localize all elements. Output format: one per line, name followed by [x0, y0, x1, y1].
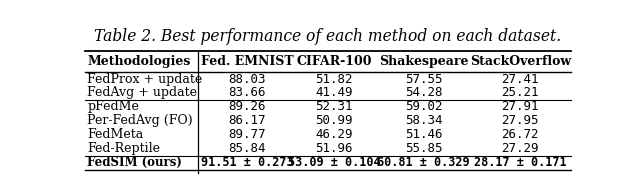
Text: 25.21: 25.21: [502, 87, 539, 100]
Text: Table 2. Best performance of each method on each dataset.: Table 2. Best performance of each method…: [95, 28, 561, 45]
Text: 54.28: 54.28: [404, 87, 442, 100]
Text: 91.51 ± 0.273: 91.51 ± 0.273: [201, 156, 294, 169]
Text: 51.96: 51.96: [316, 142, 353, 155]
Text: 52.31: 52.31: [316, 100, 353, 113]
Text: 60.81 ± 0.329: 60.81 ± 0.329: [377, 156, 470, 169]
Text: 28.17 ± 0.171: 28.17 ± 0.171: [474, 156, 566, 169]
Text: 27.41: 27.41: [502, 73, 539, 86]
Text: 46.29: 46.29: [316, 128, 353, 141]
Text: FedProx + update: FedProx + update: [88, 73, 203, 86]
Text: 50.99: 50.99: [316, 114, 353, 127]
Text: pFedMe: pFedMe: [88, 100, 140, 113]
Text: 53.09 ± 0.104: 53.09 ± 0.104: [288, 156, 381, 169]
Text: 58.34: 58.34: [404, 114, 442, 127]
Text: 89.26: 89.26: [228, 100, 266, 113]
Text: 88.03: 88.03: [228, 73, 266, 86]
Text: FedAvg + update: FedAvg + update: [88, 87, 197, 100]
Text: 27.95: 27.95: [502, 114, 539, 127]
Text: 83.66: 83.66: [228, 87, 266, 100]
Text: CIFAR-100: CIFAR-100: [296, 55, 372, 68]
Text: 85.84: 85.84: [228, 142, 266, 155]
Text: 59.02: 59.02: [404, 100, 442, 113]
Text: StackOverflow: StackOverflow: [470, 55, 571, 68]
Text: 27.29: 27.29: [502, 142, 539, 155]
Text: Methodologies: Methodologies: [88, 55, 191, 68]
Text: Fed. EMNIST: Fed. EMNIST: [201, 55, 294, 68]
Text: 26.72: 26.72: [502, 128, 539, 141]
Text: FedMeta: FedMeta: [88, 128, 144, 141]
Text: 55.85: 55.85: [404, 142, 442, 155]
Text: 57.55: 57.55: [404, 73, 442, 86]
Text: Fed-Reptile: Fed-Reptile: [88, 142, 161, 155]
Text: 89.77: 89.77: [228, 128, 266, 141]
Text: 51.82: 51.82: [316, 73, 353, 86]
Text: Per-FedAvg (FO): Per-FedAvg (FO): [88, 114, 193, 127]
Text: FedSIM (ours): FedSIM (ours): [88, 156, 182, 169]
Text: Shakespeare: Shakespeare: [379, 55, 468, 68]
Text: 86.17: 86.17: [228, 114, 266, 127]
Text: 51.46: 51.46: [404, 128, 442, 141]
Text: 27.91: 27.91: [502, 100, 539, 113]
Text: 41.49: 41.49: [316, 87, 353, 100]
